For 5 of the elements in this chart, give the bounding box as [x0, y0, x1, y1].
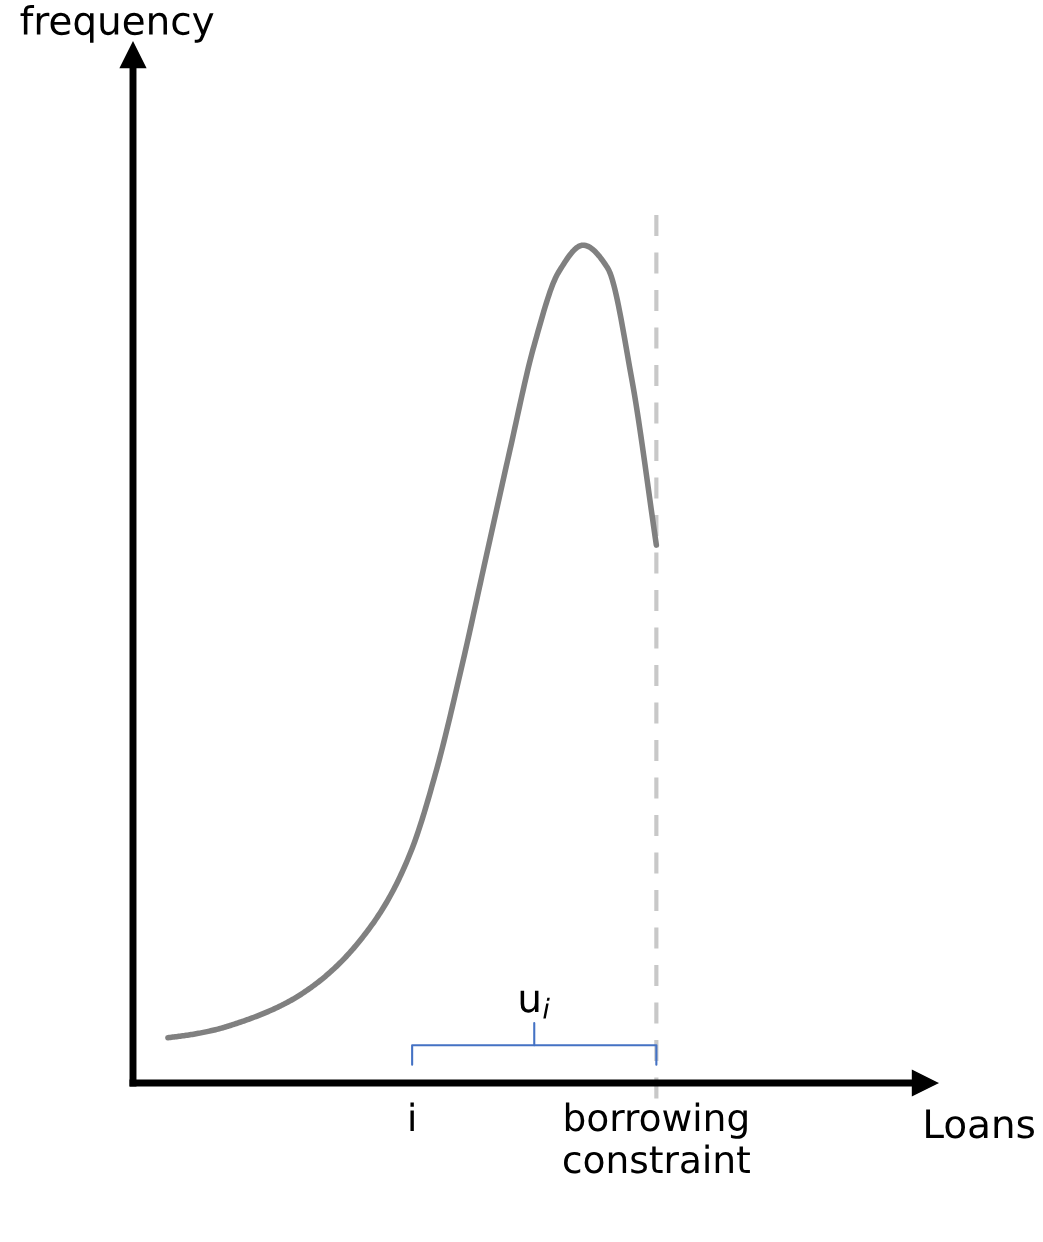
text: frequency [20, 5, 214, 43]
x-axis-title: Loans [926, 1109, 1034, 1139]
annotation: u$_{i}$ [520, 990, 550, 1019]
x-tick-label: borrowing constraint [564, 1102, 750, 1174]
x-tick-label: i [410, 1102, 414, 1131]
